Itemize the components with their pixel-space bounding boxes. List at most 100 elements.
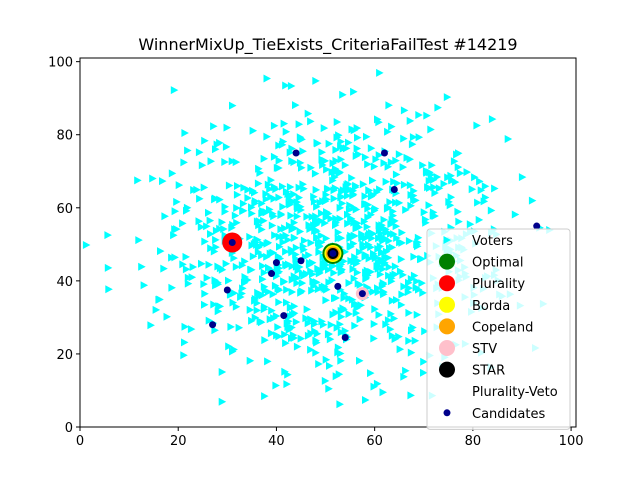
voter-point <box>400 180 409 189</box>
voter-point <box>292 258 301 267</box>
voter-point <box>105 285 113 294</box>
voter-point <box>297 206 305 214</box>
voter-point <box>233 190 242 199</box>
voter-point <box>423 168 432 177</box>
voter-point <box>311 169 320 178</box>
voter-point <box>334 343 343 352</box>
voter-point <box>295 193 303 202</box>
voter-point <box>313 227 321 236</box>
voter-point <box>428 161 436 170</box>
voter-point <box>354 133 362 142</box>
voter-point <box>332 308 340 317</box>
voter-point <box>417 255 425 264</box>
voter-point <box>201 136 209 145</box>
voter-point <box>210 122 218 131</box>
voter-point <box>300 236 309 245</box>
voter-point <box>336 320 344 329</box>
legend-candidates-label: Candidates <box>472 407 545 422</box>
voter-point <box>228 157 237 166</box>
voter-point <box>376 68 384 77</box>
voter-point <box>481 193 490 202</box>
voter-point <box>399 163 408 172</box>
voter-point <box>451 178 460 187</box>
voter-point <box>248 203 256 212</box>
voter-point <box>356 356 364 365</box>
voter-point <box>308 286 316 295</box>
candidate-point <box>380 149 388 157</box>
voter-point <box>298 269 307 278</box>
voter-point <box>272 185 280 194</box>
voter-point <box>210 247 219 256</box>
voter-point <box>296 227 305 236</box>
voter-point <box>279 202 287 211</box>
voter-point <box>379 287 388 296</box>
voter-point <box>386 198 394 207</box>
voter-point <box>259 240 267 249</box>
voter-point <box>254 248 263 257</box>
voter-point <box>431 189 439 197</box>
voter-point <box>318 148 326 157</box>
voter-point <box>293 274 302 282</box>
voter-point <box>385 263 394 272</box>
voter-point <box>336 168 344 177</box>
voter-point <box>363 266 372 275</box>
voter-point <box>276 242 284 251</box>
voter-point <box>337 234 346 243</box>
voter-point <box>294 266 302 275</box>
voter-point <box>312 212 320 221</box>
voter-point <box>190 186 198 194</box>
voter-point <box>212 243 220 252</box>
voter-point <box>443 93 452 102</box>
voter-point <box>410 186 418 195</box>
voter-point <box>258 209 266 218</box>
voter-point <box>253 236 261 245</box>
voter-point <box>222 259 231 268</box>
voter-point <box>352 259 361 268</box>
voter-point <box>216 224 224 233</box>
voter-point <box>392 198 400 207</box>
voter-point <box>317 217 325 225</box>
voter-point <box>183 203 192 212</box>
legend-star-marker <box>439 361 455 378</box>
voter-point <box>168 283 176 292</box>
voter-point <box>261 392 269 401</box>
voter-point <box>304 109 313 118</box>
voter-point <box>476 177 484 186</box>
voter-point <box>322 261 330 269</box>
voter-point <box>353 268 362 277</box>
legend-copeland-marker <box>439 318 455 335</box>
voter-point <box>138 262 146 271</box>
voter-point <box>260 216 268 225</box>
voter-point <box>256 317 265 326</box>
voter-point <box>268 306 276 315</box>
voter-point <box>345 310 353 318</box>
voter-point <box>324 209 333 218</box>
voter-point <box>395 150 404 159</box>
voter-point <box>292 318 301 326</box>
voter-point <box>377 229 385 238</box>
voter-point <box>283 380 291 389</box>
voter-point <box>311 327 319 336</box>
voter-point <box>262 195 271 204</box>
voter-point <box>361 192 369 201</box>
voter-point <box>287 303 295 312</box>
voter-point <box>475 215 484 224</box>
voter-point <box>453 150 461 159</box>
voter-point <box>238 261 247 270</box>
voter-point <box>254 179 263 188</box>
voter-point <box>239 199 248 208</box>
voter-point <box>374 264 383 273</box>
voter-point <box>309 270 317 279</box>
voter-point <box>427 175 436 183</box>
y-tick-label: 100 <box>48 56 73 71</box>
voter-point <box>289 197 297 206</box>
voter-point <box>374 115 382 124</box>
voter-point <box>264 238 273 247</box>
voter-point <box>218 368 227 376</box>
voter-point <box>312 76 320 85</box>
voter-point <box>282 127 291 136</box>
voter-point <box>266 315 275 324</box>
voter-point <box>477 186 486 195</box>
voter-point <box>405 336 413 345</box>
voter-point <box>409 133 418 142</box>
